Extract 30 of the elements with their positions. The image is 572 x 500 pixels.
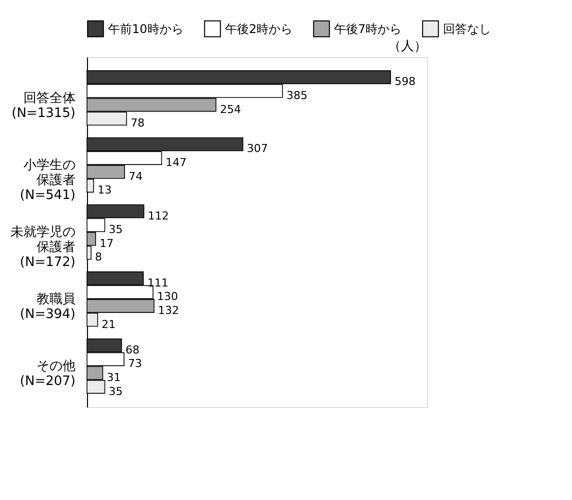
data-label: 111 (147, 276, 168, 290)
data-label: 132 (158, 304, 180, 317)
data-label: 130 (156, 290, 178, 304)
data-label: 8 (95, 250, 102, 264)
data-label: 598 (394, 75, 416, 88)
data-label: 147 (166, 156, 187, 170)
data-label: 35 (108, 223, 123, 236)
data-label: 112 (148, 209, 169, 222)
text: （人） (388, 39, 427, 54)
data-label: 385 (286, 88, 308, 102)
data-label: 68 (126, 343, 140, 356)
y-tick-label: 小学生の保護者(N=541) (20, 158, 76, 203)
data-label: 78 (130, 116, 145, 130)
data-label: 74 (128, 170, 143, 183)
y-tick-label: 回答全体(N=1315) (12, 90, 76, 121)
data-label: 35 (108, 384, 123, 398)
data-label: 307 (246, 142, 268, 156)
data-label: 17 (100, 236, 114, 250)
legend-label: 回答なし (443, 22, 491, 36)
y-tick-label: その他(N=207) (20, 359, 76, 390)
data-label: 254 (220, 102, 241, 116)
y-tick-label: 教職員(N=394) (20, 292, 76, 322)
legend-label: 午後7時から (334, 22, 402, 36)
y-tick-label: 未就学児の保護者(N=172) (10, 225, 76, 270)
data-label: 13 (98, 184, 112, 197)
data-label: 31 (106, 371, 121, 384)
data-label: 21 (102, 318, 116, 331)
legend-label: 午前10時から (108, 22, 184, 36)
data-label: 73 (128, 357, 142, 370)
legend-label: 午後2時から (225, 22, 293, 36)
